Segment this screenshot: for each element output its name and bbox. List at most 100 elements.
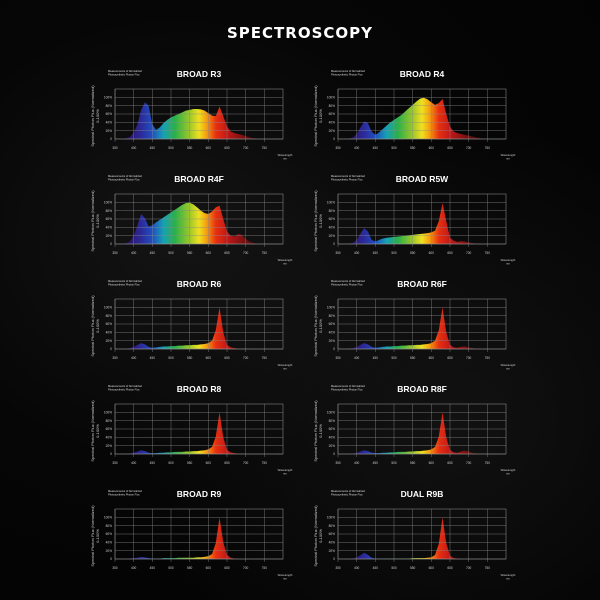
- x-tick-label: 400: [131, 566, 137, 570]
- chart-subtitle-line2: Photosynthetic Photon Flux: [331, 73, 363, 77]
- y-tick-label: 40%: [106, 226, 113, 230]
- x-tick-label: 700: [466, 461, 472, 465]
- x-axis-unit: nm: [283, 157, 288, 161]
- y-tick-label: 80%: [106, 419, 113, 423]
- y-tick-label: 80%: [329, 104, 336, 108]
- plot-frame: [114, 88, 284, 140]
- x-tick-label: 400: [354, 251, 360, 255]
- y-tick-label: 80%: [329, 419, 336, 423]
- x-tick-label: 700: [466, 251, 472, 255]
- y-tick-label: 60%: [329, 217, 336, 221]
- x-tick-label: 400: [131, 461, 137, 465]
- x-tick-label: 550: [410, 251, 416, 255]
- y-tick-label: 0: [110, 137, 112, 141]
- y-tick-label: 80%: [329, 209, 336, 213]
- x-tick-label: 500: [391, 146, 397, 150]
- x-tick-label: 500: [168, 356, 174, 360]
- y-tick-label: 60%: [106, 322, 113, 326]
- chart-title: BROAD R8F: [397, 384, 447, 394]
- x-tick-label: 550: [187, 461, 193, 465]
- x-tick-label: 750: [262, 146, 268, 150]
- y-tick-label: 60%: [106, 427, 113, 431]
- x-tick-label: 450: [150, 251, 156, 255]
- x-tick-label: 500: [391, 461, 397, 465]
- x-tick-label: 650: [224, 356, 230, 360]
- y-tick-label: 60%: [329, 427, 336, 431]
- x-tick-label: 600: [429, 356, 435, 360]
- y-tick-label: 100%: [327, 201, 335, 205]
- x-axis-unit: nm: [283, 472, 288, 476]
- spectrum-chart: BROAD R5W Measurements of NormalizedPhoto…: [313, 174, 516, 266]
- x-tick-label: 600: [206, 461, 212, 465]
- y-tick-label: 20%: [106, 129, 113, 133]
- y-tick-label: 20%: [106, 444, 113, 448]
- x-tick-label: 750: [262, 251, 268, 255]
- plot-frame: [114, 298, 284, 350]
- x-tick-label: 500: [391, 356, 397, 360]
- spectrum-chart: BROAD R4F Measurements of NormalizedPhoto…: [90, 174, 293, 266]
- x-tick-label: 700: [243, 251, 249, 255]
- x-tick-label: 650: [224, 251, 230, 255]
- x-tick-label: 350: [335, 566, 341, 570]
- y-tick-label: 100%: [104, 516, 112, 520]
- x-tick-label: 500: [391, 251, 397, 255]
- spectrum-chart: BROAD R9 Measurements of NormalizedPhotos…: [90, 489, 293, 581]
- x-tick-label: 600: [206, 251, 212, 255]
- x-tick-label: 350: [335, 251, 341, 255]
- y-axis-label: Spectral Photon Flux (Normalized): [313, 85, 318, 147]
- x-tick-label: 450: [150, 461, 156, 465]
- x-axis-unit: nm: [283, 577, 288, 581]
- plot-frame: [337, 88, 507, 140]
- y-tick-label: 40%: [106, 436, 113, 440]
- x-tick-label: 450: [150, 146, 156, 150]
- y-tick-label: 40%: [329, 541, 336, 545]
- chart-subtitle-line1: Measurements of Normalized: [331, 489, 365, 493]
- y-axis-label: Spectral Photon Flux (Normalized): [90, 190, 95, 252]
- y-tick-label: 40%: [329, 226, 336, 230]
- y-tick-label: 100%: [327, 306, 335, 310]
- y-tick-label: 0: [333, 452, 335, 456]
- y-tick-label: 0: [333, 137, 335, 141]
- spectrum-area: [345, 97, 492, 139]
- spectrum-chart: BROAD R6F Measurements of NormalizedPhoto…: [313, 279, 516, 371]
- spectrum-area: [345, 307, 492, 349]
- y-tick-label: 40%: [329, 436, 336, 440]
- x-axis-label: Wavelength: [501, 153, 516, 157]
- y-axis-label: Spectral Photon Flux (Normalized): [90, 295, 95, 357]
- x-tick-label: 350: [335, 146, 341, 150]
- x-tick-label: 400: [131, 146, 137, 150]
- plot-frame: [337, 298, 507, 350]
- x-axis-label: Wavelength: [278, 258, 293, 262]
- x-tick-label: 650: [224, 146, 230, 150]
- chart-title: BROAD R4: [400, 69, 445, 79]
- x-axis-unit: nm: [506, 367, 511, 371]
- plot-frame: [114, 403, 284, 455]
- x-tick-label: 450: [373, 251, 379, 255]
- x-tick-label: 500: [168, 146, 174, 150]
- y-tick-label: 60%: [329, 532, 336, 536]
- x-axis-unit: nm: [506, 472, 511, 476]
- plot-frame: [337, 193, 507, 245]
- spectrum-area: [345, 412, 492, 454]
- y-axis-label-range: 0-100%: [95, 109, 100, 123]
- spectrum-chart: DUAL R9B Measurements of NormalizedPhotos…: [313, 489, 516, 581]
- x-tick-label: 350: [112, 461, 118, 465]
- x-tick-label: 400: [354, 461, 360, 465]
- x-tick-label: 700: [466, 566, 472, 570]
- x-tick-label: 450: [373, 461, 379, 465]
- chart-subtitle-line1: Measurements of Normalized: [108, 384, 142, 388]
- x-axis-label: Wavelength: [501, 573, 516, 577]
- y-tick-label: 0: [110, 242, 112, 246]
- x-tick-label: 350: [335, 461, 341, 465]
- y-axis-label: Spectral Photon Flux (Normalized): [90, 400, 95, 462]
- x-tick-label: 350: [335, 356, 341, 360]
- x-tick-label: 450: [373, 356, 379, 360]
- chart-subtitle-line1: Measurements of Normalized: [331, 69, 365, 73]
- y-tick-label: 80%: [106, 104, 113, 108]
- x-tick-label: 400: [354, 146, 360, 150]
- y-tick-label: 40%: [329, 121, 336, 125]
- y-tick-label: 100%: [104, 201, 112, 205]
- spectrum-chart: BROAD R6 Measurements of NormalizedPhotos…: [90, 279, 293, 371]
- x-tick-label: 600: [429, 461, 435, 465]
